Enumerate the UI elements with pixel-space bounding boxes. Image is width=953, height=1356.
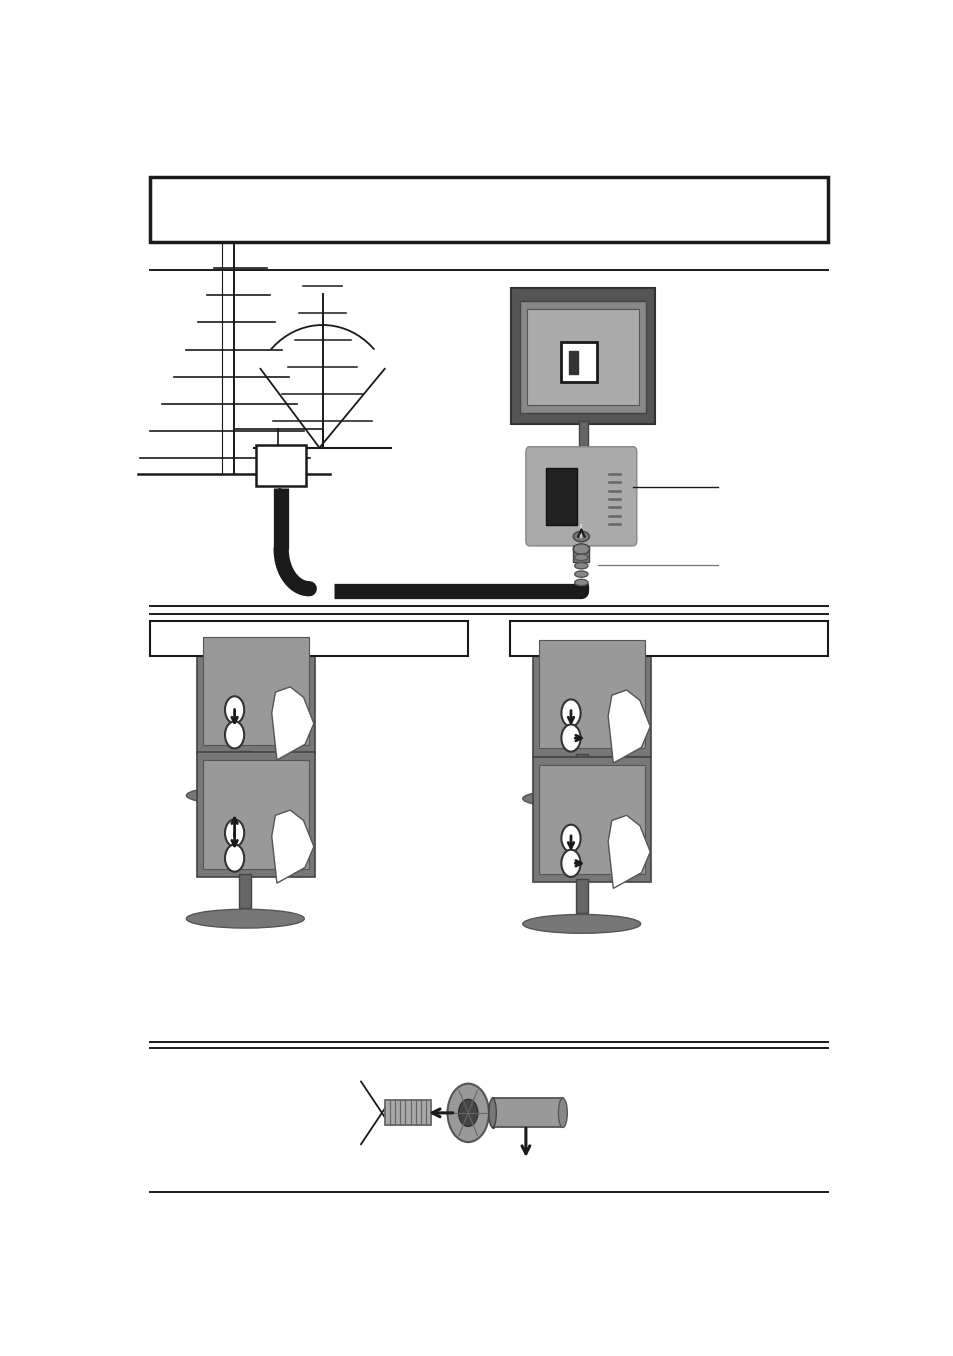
Circle shape [560, 724, 580, 751]
Bar [385, 1100, 431, 1125]
Ellipse shape [574, 579, 587, 586]
Bar [545, 468, 577, 525]
Bar [197, 751, 314, 877]
Bar [239, 873, 251, 909]
Ellipse shape [488, 1098, 496, 1127]
Bar [203, 759, 309, 869]
Bar [519, 301, 646, 414]
Polygon shape [607, 815, 650, 888]
Ellipse shape [574, 571, 587, 578]
Ellipse shape [522, 789, 640, 808]
Bar [573, 546, 589, 561]
Bar [255, 445, 306, 487]
Bar [568, 351, 578, 374]
Bar [509, 621, 826, 655]
Circle shape [225, 721, 244, 749]
Circle shape [560, 824, 580, 852]
Bar [576, 754, 587, 788]
Bar [203, 637, 309, 746]
Bar [578, 420, 587, 450]
Circle shape [225, 696, 244, 723]
Bar [492, 1098, 562, 1127]
Polygon shape [272, 810, 314, 883]
Circle shape [560, 700, 580, 727]
Polygon shape [607, 690, 650, 763]
Bar [576, 879, 587, 914]
Ellipse shape [558, 1098, 567, 1127]
Bar [197, 628, 314, 754]
Circle shape [447, 1083, 488, 1142]
Bar [511, 287, 655, 424]
Bar [239, 751, 251, 785]
Circle shape [458, 1100, 477, 1127]
Bar [533, 757, 651, 883]
Circle shape [560, 850, 580, 877]
Ellipse shape [573, 544, 589, 555]
Bar [151, 178, 826, 243]
Ellipse shape [574, 555, 587, 560]
Bar [533, 632, 651, 757]
Bar [538, 765, 645, 873]
Bar [527, 309, 639, 405]
FancyBboxPatch shape [525, 446, 637, 546]
Ellipse shape [186, 910, 304, 928]
Bar [557, 447, 608, 464]
Ellipse shape [522, 914, 640, 933]
Bar [538, 640, 645, 749]
Ellipse shape [186, 786, 304, 805]
Polygon shape [272, 687, 314, 759]
Bar [560, 342, 597, 382]
Ellipse shape [574, 563, 587, 570]
Bar [151, 621, 468, 655]
Circle shape [225, 819, 244, 846]
Ellipse shape [573, 532, 589, 542]
Circle shape [225, 845, 244, 872]
